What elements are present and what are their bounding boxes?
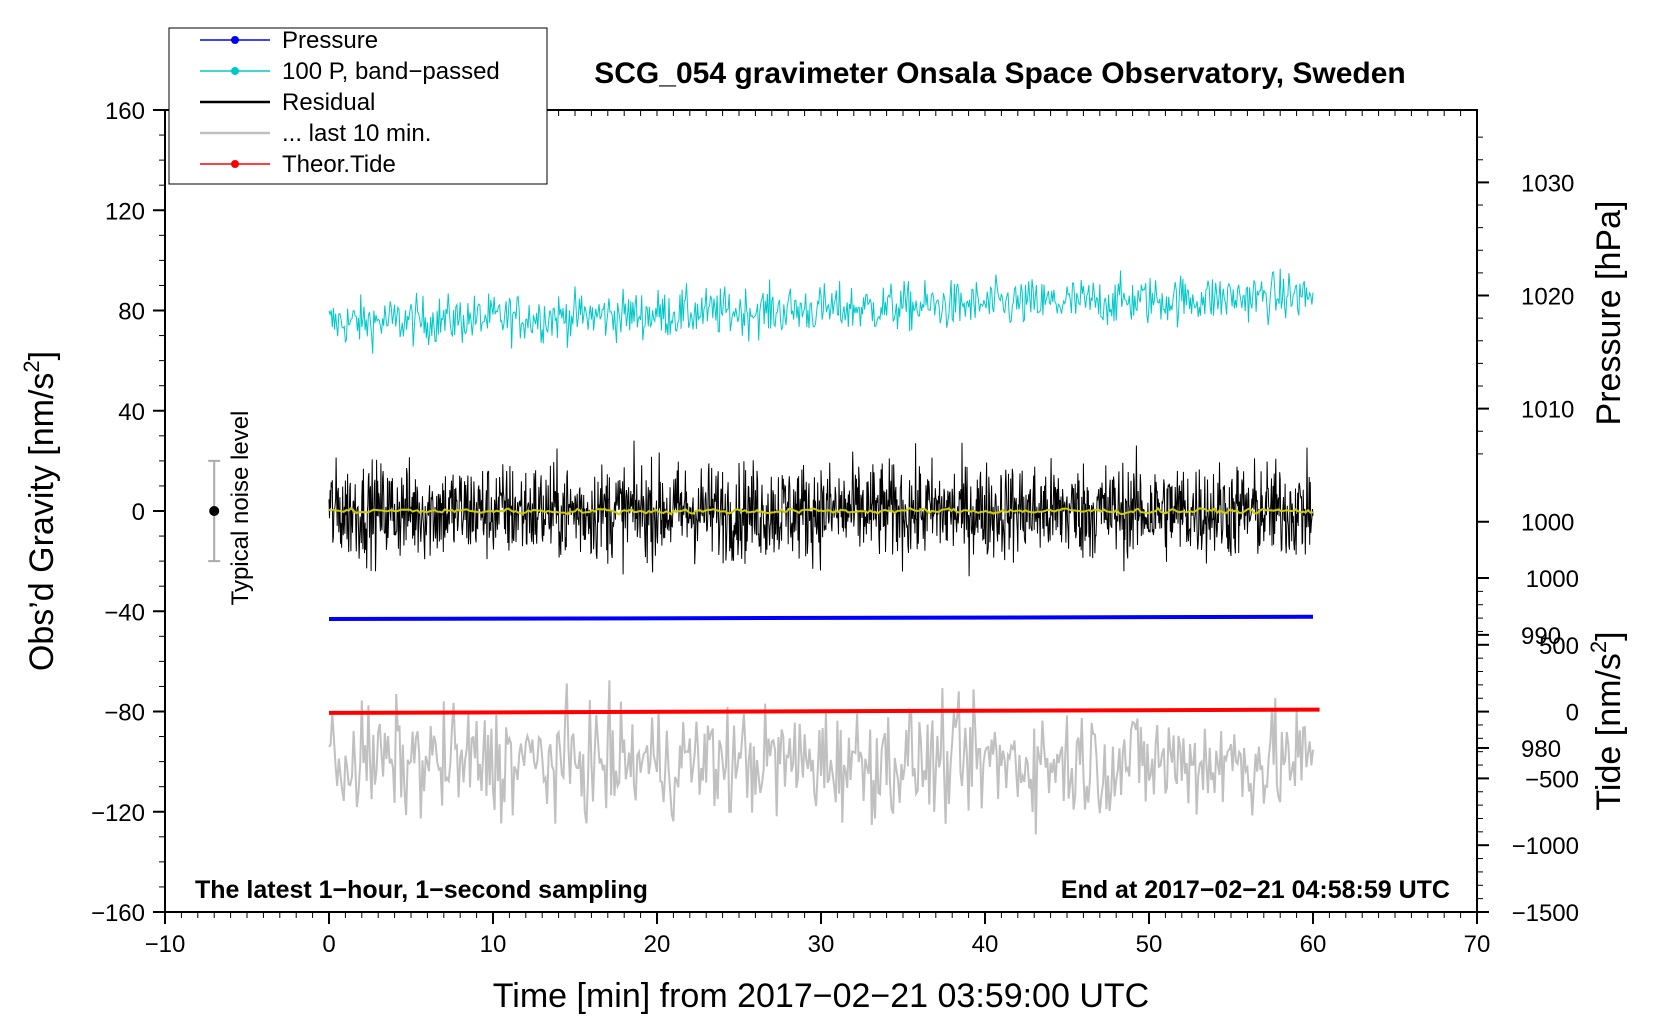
x-tick-label: 70 (1464, 931, 1491, 958)
series-residual (328, 440, 1314, 577)
y-axis-label-tide-sup: 2 (1586, 641, 1611, 653)
pressure-tick-label: 990 (1521, 623, 1561, 650)
series-residual-smoothed (328, 506, 1314, 516)
x-tick-label: 0 (322, 931, 335, 958)
noise-bar (208, 459, 221, 563)
x-axis-label: Time [min] from 2017−02−21 03:59:00 UTC (493, 977, 1149, 1015)
y-tick-label: −80 (104, 700, 145, 727)
y-axis-label-pressure: Pressure [hPa] (1590, 201, 1628, 426)
legend-label: Theor.Tide (282, 151, 396, 178)
chart-title: SCG_054 gravimeter Onsala Space Observat… (594, 57, 1406, 90)
series-layer (328, 268, 1320, 835)
x-tick-label: 20 (644, 931, 671, 958)
tide-tick-label: −500 (1525, 766, 1579, 793)
x-tick-label: 10 (480, 931, 507, 958)
legend-label: 100 P, band−passed (282, 58, 500, 85)
series-theoretical-tide (328, 707, 1320, 715)
y-tick-label: −40 (104, 599, 145, 626)
series-last-10-min (328, 680, 1314, 835)
x-tick-label: 40 (972, 931, 999, 958)
y-tick-label: 120 (105, 198, 145, 225)
annotation-left: The latest 1−hour, 1−second sampling (195, 876, 648, 904)
y-tick-label: 160 (105, 98, 145, 125)
y-axis-label-left-sup: 2 (19, 360, 44, 372)
y-axis-label-left-main: Obs’d Gravity [nm/s (23, 373, 61, 672)
legend-marker (231, 36, 239, 44)
legend-marker (231, 67, 239, 75)
x-tick-label: 50 (1136, 931, 1163, 958)
y-tick-label: −120 (91, 800, 145, 827)
y-tick-label: 80 (118, 299, 145, 326)
series-bandpassed-pressure (328, 268, 1314, 354)
pressure-tick-label: 1020 (1521, 284, 1574, 311)
y-tick-label: 40 (118, 399, 145, 426)
axis-ticks (153, 109, 1489, 924)
tide-tick-label: −1000 (1512, 833, 1579, 860)
tide-tick-label: 500 (1539, 633, 1579, 660)
x-tick-label: 60 (1300, 931, 1327, 958)
y-axis-label-tide: Tide [nm/s2] (1586, 631, 1628, 810)
y-axis-label-tide-end: ] (1590, 631, 1628, 640)
tide-tick-label: 0 (1566, 700, 1579, 727)
legend-box (168, 27, 548, 185)
legend: Pressure 100 P, band−passed Residual ... la… (168, 27, 548, 185)
y-axis-label-tide-main: Tide [nm/s (1590, 653, 1628, 810)
noise-bar-center-dot (209, 506, 220, 516)
y-tick-label: 0 (132, 499, 145, 526)
tide-tick-label: −1500 (1512, 900, 1579, 927)
pressure-tick-label: 1010 (1521, 397, 1574, 424)
legend-marker (231, 160, 239, 168)
legend-label: Residual (282, 89, 375, 116)
pressure-tick-label: 980 (1521, 736, 1561, 763)
y-axis-label-left: Obs’d Gravity [nm/s2] (19, 351, 61, 671)
annotation-right: End at 2017−02−21 04:58:59 UTC (1061, 876, 1450, 904)
x-tick-label: 30 (808, 931, 835, 958)
y-axis-label-left-end: ] (23, 351, 61, 360)
x-tick-label: −10 (145, 931, 186, 958)
series-pressure (328, 614, 1314, 622)
legend-label: ... last 10 min. (282, 120, 431, 147)
pressure-tick-label: 1000 (1521, 510, 1574, 537)
noise-label: Typical noise level (227, 411, 254, 606)
y-tick-label: −160 (91, 900, 145, 927)
tide-tick-label: 1000 (1526, 566, 1579, 593)
pressure-tick-label: 1030 (1521, 170, 1574, 197)
tick-labels: −10 0 10 20 30 40 50 60 70−160−120−80−4004080120… (91, 98, 1579, 958)
legend-label: Pressure (282, 27, 378, 54)
